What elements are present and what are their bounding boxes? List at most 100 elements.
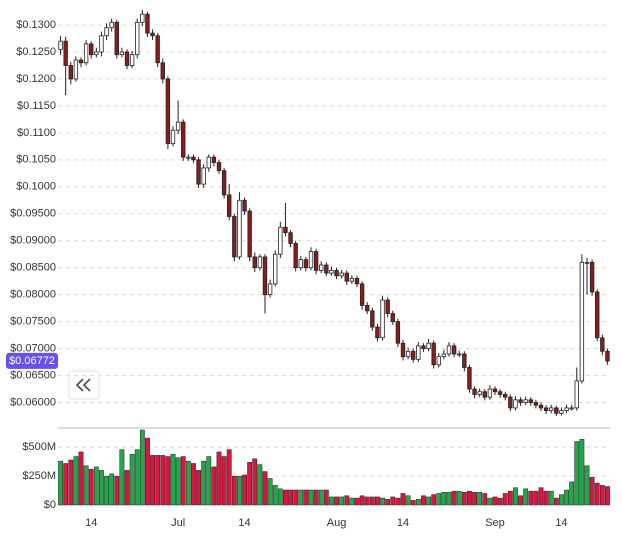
- candle-body: [109, 21, 114, 29]
- candle-body: [411, 350, 416, 360]
- y-tick-label: $0.07000: [10, 342, 56, 354]
- candle-body: [104, 27, 109, 37]
- volume-bar: [175, 457, 181, 506]
- volume-bar: [410, 500, 416, 506]
- candle-body: [554, 407, 559, 414]
- volume-bar: [63, 463, 69, 506]
- volume-bar: [518, 495, 523, 506]
- candle-body: [492, 388, 498, 393]
- volume-bar: [283, 489, 288, 506]
- volume-bar: [231, 475, 237, 506]
- volume-bar: [375, 496, 380, 506]
- volume-bar: [502, 493, 508, 506]
- candle-body: [584, 261, 590, 264]
- candle-body: [232, 216, 237, 258]
- volume-bar: [574, 441, 580, 506]
- volume-bar: [180, 456, 186, 506]
- candle-body: [257, 256, 263, 269]
- candle-body: [201, 167, 206, 185]
- volume-bar: [446, 492, 452, 506]
- candle-body: [155, 35, 160, 64]
- candle-body: [175, 121, 181, 131]
- volume-bar: [247, 462, 253, 506]
- candle-body: [303, 259, 309, 269]
- volume-bar: [201, 460, 207, 506]
- volume-bar: [507, 490, 513, 506]
- candle-body: [380, 299, 385, 339]
- volume-bar: [395, 497, 401, 506]
- volume-bar: [58, 460, 63, 506]
- volume-bar: [528, 490, 534, 506]
- volume-bar: [323, 489, 329, 506]
- candle-body: [211, 156, 217, 163]
- volume-bar: [492, 496, 498, 506]
- candle-body: [451, 345, 457, 355]
- volume-bar: [594, 482, 600, 506]
- candle-body: [395, 321, 401, 344]
- candle-body: [89, 43, 94, 56]
- candle-body: [129, 54, 135, 66]
- candle-body: [605, 350, 610, 362]
- candle-body: [329, 269, 334, 274]
- candle-body: [237, 199, 242, 258]
- volume-bar: [129, 453, 135, 506]
- candle-body: [160, 62, 165, 80]
- candle-body: [114, 21, 119, 56]
- x-tick-label: Jul: [171, 517, 185, 529]
- y2-tick-label: $0: [44, 499, 56, 511]
- chevrons-icon[interactable]: [75, 378, 91, 392]
- candle-body: [344, 272, 349, 282]
- candle-body: [170, 129, 176, 145]
- candle-body: [99, 35, 104, 53]
- volume-bar: [267, 478, 273, 506]
- volume-bar: [242, 474, 247, 506]
- volume-bar: [262, 471, 268, 506]
- candle-body: [135, 21, 140, 56]
- volume-bar: [369, 496, 375, 506]
- volume-bar: [467, 490, 472, 506]
- candle-body: [349, 278, 355, 282]
- volume-bar: [150, 455, 155, 506]
- y-tick-label: $0.1200: [16, 73, 56, 85]
- candle-body: [247, 210, 252, 258]
- volume-bar: [288, 489, 293, 506]
- x-tick-label: Sep: [485, 517, 505, 529]
- candle-body: [426, 342, 431, 349]
- y-tick-label: $0.1000: [16, 181, 56, 193]
- volume-bar: [548, 490, 554, 506]
- candle-body: [528, 399, 533, 403]
- volume-bar: [477, 492, 483, 506]
- volume-bar: [99, 470, 104, 506]
- candle-body: [441, 353, 447, 358]
- candle-body: [227, 194, 232, 217]
- candle-body: [564, 407, 569, 412]
- candle-body: [308, 251, 314, 269]
- volume-bar: [196, 470, 201, 506]
- candle-body: [273, 253, 278, 285]
- volume-bar: [237, 475, 242, 506]
- volume-bar: [359, 495, 365, 506]
- candle-body: [569, 407, 574, 410]
- candle-body: [462, 353, 467, 368]
- y-tick-label: $0.06000: [10, 396, 56, 408]
- candle-body: [405, 350, 411, 358]
- y-tick-label: $0.06500: [10, 369, 56, 381]
- candle-body: [482, 391, 487, 398]
- volume-bar: [221, 456, 227, 506]
- candle-body: [196, 159, 201, 185]
- candle-body: [216, 162, 222, 172]
- volume-bar: [349, 497, 355, 506]
- candle-body: [513, 399, 518, 409]
- collapse-button[interactable]: [68, 370, 100, 400]
- volume-bar: [334, 496, 339, 506]
- volume-bar: [426, 496, 431, 506]
- y-tick-label: $0.1100: [17, 127, 56, 139]
- volume-bar: [226, 449, 232, 506]
- volume-bar: [329, 496, 334, 506]
- candle-body: [119, 51, 125, 56]
- candle-body: [252, 256, 257, 269]
- y-tick-label: $0.09500: [10, 208, 56, 220]
- candle-body: [293, 243, 298, 269]
- volume-bar: [400, 493, 406, 506]
- candle-body: [518, 399, 523, 403]
